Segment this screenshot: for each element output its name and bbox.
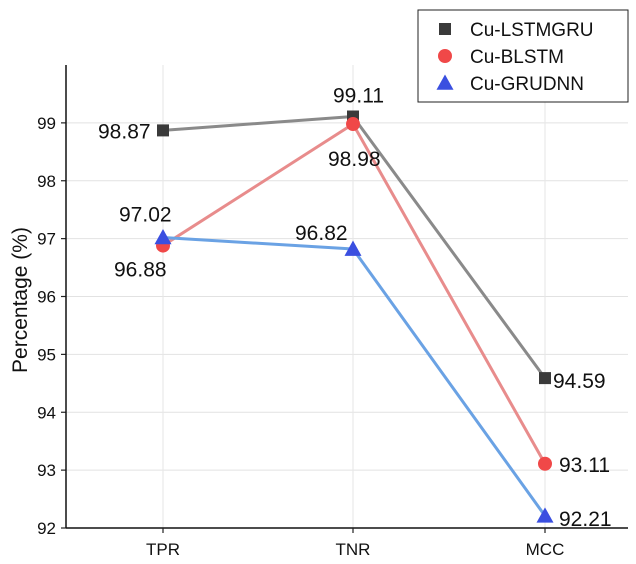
legend-marker	[439, 23, 451, 35]
x-tick-label: MCC	[526, 540, 565, 559]
y-tick-label: 96	[37, 288, 56, 307]
data-point	[536, 507, 554, 523]
data-point	[346, 117, 360, 132]
x-tick-label: TNR	[336, 540, 371, 559]
legend-label: Cu-GRUDNN	[470, 74, 584, 95]
data-label: 92.21	[559, 508, 612, 531]
data-label: 98.87	[98, 120, 151, 143]
data-point	[344, 240, 362, 256]
data-point	[154, 228, 172, 245]
y-tick-label: 92	[37, 519, 56, 538]
legend-item: Cu-GRUDNN	[436, 74, 584, 95]
x-tick-label: TPR	[146, 540, 180, 559]
data-label: 93.11	[559, 454, 610, 477]
series-cu-blstm	[156, 117, 552, 471]
data-label: 98.98	[328, 148, 381, 171]
y-tick-label: 97	[37, 230, 56, 249]
data-point	[539, 372, 551, 385]
legend-label: Cu-LSTMGRU	[470, 20, 594, 41]
data-label: 94.59	[553, 370, 606, 393]
legend: Cu-LSTMGRU Cu-BLSTM Cu-GRUDNN	[417, 9, 629, 103]
data-label: 96.82	[295, 222, 348, 245]
y-axis-title: Percentage (%)	[9, 227, 32, 373]
data-point	[157, 124, 169, 137]
legend-item: Cu-LSTMGRU	[439, 20, 594, 41]
legend-box	[417, 9, 629, 103]
data-label: 97.02	[119, 203, 172, 226]
legend-label: Cu-BLSTM	[470, 47, 564, 68]
y-tick-label: 93	[37, 461, 56, 480]
data-label: 96.88	[114, 259, 167, 282]
data-label: 99.11	[333, 85, 384, 108]
y-tick-label: 98	[37, 172, 56, 191]
series-cu-grudnn	[154, 228, 554, 523]
series-layer	[154, 110, 554, 523]
series-line	[162, 122, 547, 465]
axis-layer: 92 93 94 95 96 97 98 99 TPR TNR MCC	[37, 65, 628, 559]
legend-marker	[436, 74, 454, 90]
y-tick-label: 94	[37, 403, 56, 422]
y-tick-label: 99	[37, 114, 56, 133]
y-tick-label: 95	[37, 345, 56, 364]
data-point	[538, 456, 552, 471]
series-line	[162, 235, 547, 517]
data-label-layer: 98.87 99.11 94.59 96.88 98.98 93.11 97.02 96.82…	[98, 85, 612, 531]
legend-marker	[438, 49, 452, 63]
legend-item: Cu-BLSTM	[438, 47, 564, 68]
